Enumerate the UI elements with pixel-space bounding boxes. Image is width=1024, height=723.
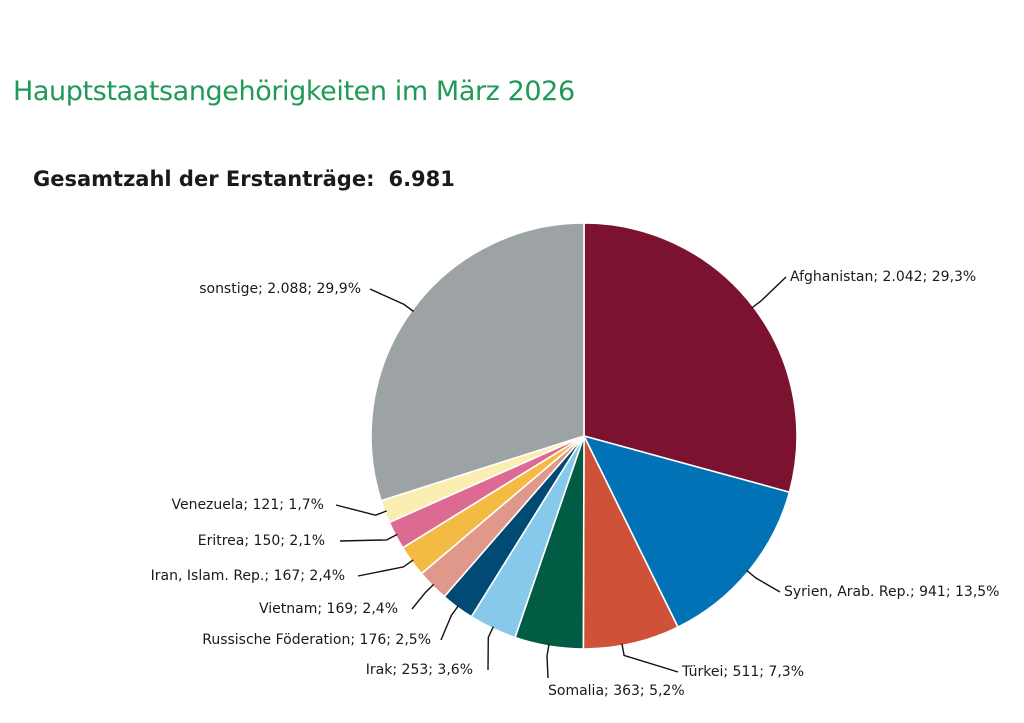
page-title: Hauptstaatsangehörigkeiten im März 2026 <box>13 76 575 107</box>
pie-slice-tuerkei <box>582 435 679 650</box>
leader-line-sonstige <box>369 288 415 313</box>
leader-line-afghanistan <box>751 276 787 309</box>
slice-label-russland: Russische Föderation; 176; 2,5% <box>202 632 431 648</box>
leader-line-eritrea <box>339 533 398 542</box>
leader-line-tuerkei <box>621 643 679 673</box>
leader-lines <box>335 276 787 679</box>
slice-label-somalia: Somalia; 363; 5,2% <box>548 683 685 699</box>
leader-line-somalia <box>546 643 550 679</box>
total-label: Gesamtzahl der Erstanträge: <box>33 167 375 191</box>
leader-line-vietnam <box>411 583 435 610</box>
slice-label-tuerkei: Türkei; 511; 7,3% <box>681 664 804 680</box>
leader-line-syrien <box>746 569 781 593</box>
leader-line-venezuela <box>335 504 387 516</box>
slice-label-vietnam: Vietnam; 169; 2,4% <box>259 601 398 617</box>
slice-label-venezuela: Venezuela; 121; 1,7% <box>171 497 324 513</box>
pie-slices <box>370 222 798 650</box>
leader-line-russland <box>440 605 460 641</box>
leader-line-irak <box>487 626 495 671</box>
total-value: 6.981 <box>388 167 455 191</box>
slice-label-irak: Irak; 253; 3,6% <box>366 662 473 678</box>
total-summary: Gesamtzahl der Erstanträge: 6.981 <box>33 167 455 191</box>
slice-label-sonstige: sonstige; 2.088; 29,9% <box>199 281 361 297</box>
slice-label-syrien: Syrien, Arab. Rep.; 941; 13,5% <box>784 584 999 600</box>
slice-label-iran: Iran, Islam. Rep.; 167; 2,4% <box>151 568 345 584</box>
leader-line-iran <box>357 559 414 577</box>
slice-label-eritrea: Eritrea; 150; 2,1% <box>198 533 325 549</box>
slice-labels: Afghanistan; 2.042; 29,3% Syrien, Arab. R… <box>151 269 1000 699</box>
slice-label-afghanistan: Afghanistan; 2.042; 29,3% <box>790 269 976 285</box>
